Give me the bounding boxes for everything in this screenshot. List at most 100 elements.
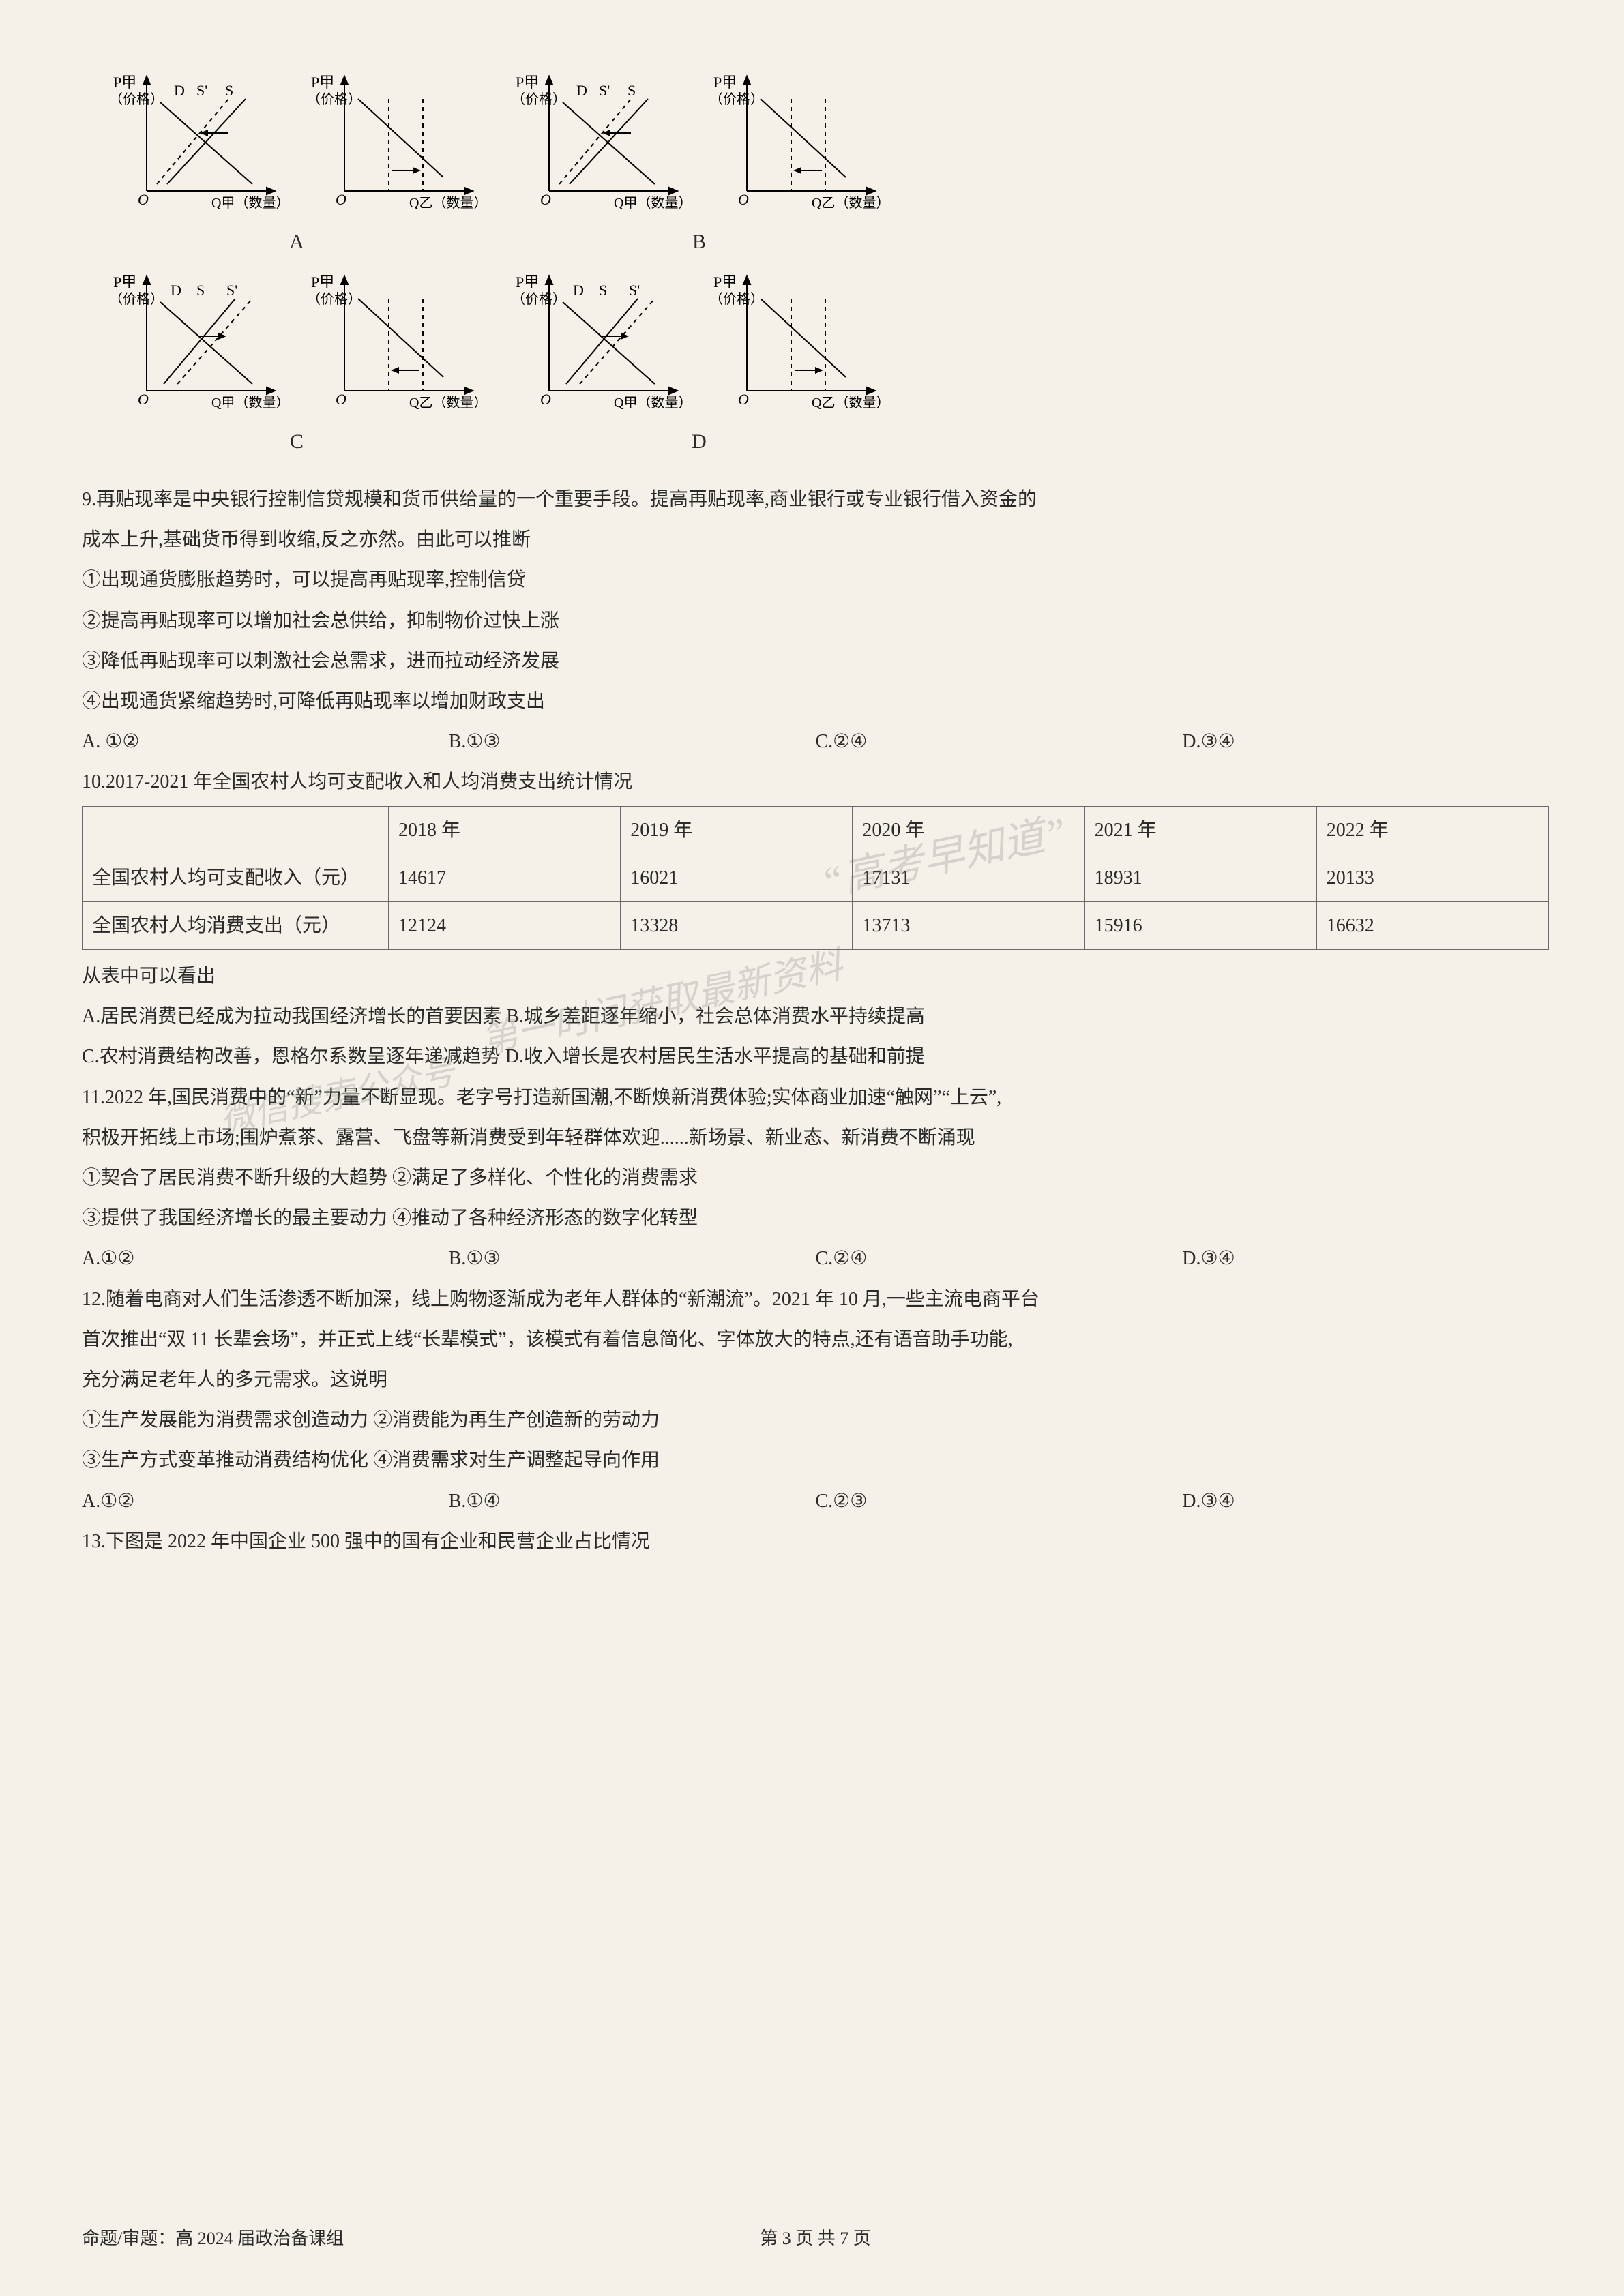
table-row: 全国农村人均可支配收入（元） 14617 16021 17131 18931 2… [83,854,1549,901]
table-cell: 16021 [621,854,853,901]
q11-l4: ③提供了我国经济增长的最主要动力 ④推动了各种经济形态的数字化转型 [82,1200,1549,1236]
svg-text:P甲: P甲 [113,273,136,290]
axis-x-jia: Q甲（数量） [211,195,286,211]
q9-statement-1: ①出现通货膨胀趋势时，可以提高再贴现率,控制信贷 [82,562,1549,598]
q12-options: A.①② B.①④ C.②③ D.③④ [82,1483,1549,1519]
chart-pair-C: P甲 （价格） O Q甲（数量） D S S' [109,268,484,461]
chart-C-right: P甲 （价格） O Q乙（数量） [307,268,484,418]
svg-text:S': S' [226,282,237,299]
q11-option-D[interactable]: D.③④ [1182,1240,1549,1277]
svg-text:（价格）: （价格） [512,91,566,107]
svg-text:O: O [138,391,149,408]
chart-letter-D: D [692,422,707,461]
q10-opt-line-CD: C.农村消费结构改善，恩格尔系数呈逐年递减趋势 D.收入增长是农村居民生活水平提… [82,1039,1549,1075]
chart-B-left: P甲 （价格） O Q甲（数量） D S S' [512,68,689,218]
svg-text:D: D [573,282,584,299]
table-cell: 15916 [1084,901,1316,949]
chart-row-2: P甲 （价格） O Q甲（数量） D S S' [82,268,1549,461]
page-footer: 命题/审题：高 2024 届政治备课组 第 3 页 共 7 页 [82,2222,1549,2255]
svg-text:P甲: P甲 [311,273,334,290]
q12-l3: 充分满足老年人的多元需求。这说明 [82,1362,1549,1398]
q10-lead: 从表中可以看出 [82,958,1549,994]
svg-text:S: S [196,282,205,299]
svg-text:Q乙（数量）: Q乙（数量） [812,195,887,211]
q9-option-A[interactable]: A. ①② [82,724,449,760]
svg-text:（价格）: （价格） [709,91,764,107]
svg-text:O: O [336,391,346,408]
svg-text:S: S [628,82,636,99]
svg-text:（价格）: （价格） [307,291,361,307]
q10-title: 10.2017-2021 年全国农村人均可支配收入和人均消费支出统计情况 [82,764,1549,800]
table-cell: 全国农村人均可支配收入（元） [83,854,389,901]
svg-text:Q乙（数量）: Q乙（数量） [409,395,484,411]
chart-pair-D: P甲 （价格） O Q甲（数量） D S S' [512,268,887,461]
svg-text:O: O [336,191,346,208]
q11-l3: ①契合了居民消费不断升级的大趋势 ②满足了多样化、个性化的消费需求 [82,1160,1549,1196]
table-row: 全国农村人均消费支出（元） 12124 13328 13713 15916 16… [83,901,1549,949]
axis-y-sub: （价格） [109,91,164,107]
table-cell: 13328 [621,901,853,949]
table-cell: 全国农村人均消费支出（元） [83,901,389,949]
table-header-5: 2022 年 [1316,806,1548,854]
q11-option-B[interactable]: B.①③ [449,1240,816,1277]
table-cell: 14617 [389,854,621,901]
table-header-4: 2021 年 [1084,806,1316,854]
svg-text:P甲: P甲 [516,74,539,91]
chart-pair-B: P甲 （价格） O Q甲（数量） D S S' [512,68,887,261]
svg-text:O: O [540,391,551,408]
charts-block: P甲 （价格） O Q甲（数量） D S S' [82,68,1549,461]
table-cell: 18931 [1084,854,1316,901]
chart-A-right: P甲 （价格） O Q乙（数量） ербите [307,68,484,218]
axis-x-yi: Q乙（数量） [409,195,484,211]
q12-option-D[interactable]: D.③④ [1182,1483,1549,1519]
table-cell: 12124 [389,901,621,949]
table-header-1: 2018 年 [389,806,621,854]
q9-option-B[interactable]: B.①③ [449,724,816,760]
q11-option-A[interactable]: A.①② [82,1240,449,1277]
chart-B-right: P甲 （价格） O Q乙（数量） [709,68,887,218]
q12-l1: 12.随着电商对人们生活渗透不断加深，线上购物逐渐成为老年人群体的“新潮流”。2… [82,1281,1549,1317]
q9-statement-3: ③降低再贴现率可以刺激社会总需求，进而拉动经济发展 [82,643,1549,679]
q9-option-C[interactable]: C.②④ [816,724,1183,760]
svg-text:D: D [171,282,181,299]
table-header-row: 2018 年 2019 年 2020 年 2021 年 2022 年 [83,806,1549,854]
axis-y-label: P甲 [113,74,136,91]
svg-text:（价格）: （价格） [307,91,361,107]
footer-center: 第 3 页 共 7 页 [82,2222,1549,2255]
q11-l2: 积极开拓线上市场;围炉煮茶、露营、飞盘等新消费受到年轻群体欢迎......新场景… [82,1120,1549,1156]
table-header-0 [83,806,389,854]
svg-text:P甲: P甲 [713,74,737,91]
chart-letter-C: C [290,422,304,461]
chart-row-1: P甲 （价格） O Q甲（数量） D S S' [82,68,1549,261]
q12-l2: 首次推出“双 11 长辈会场”，并正式上线“长辈模式”，该模式有着信息简化、字体… [82,1322,1549,1358]
q13-l1: 13.下图是 2022 年中国企业 500 强中的国有企业和民营企业占比情况 [82,1523,1549,1560]
q9-statement-4: ④出现通货紧缩趋势时,可降低再贴现率以增加财政支出 [82,683,1549,719]
table-cell: 17131 [853,854,1084,901]
svg-text:O: O [138,191,149,208]
svg-text:S': S' [599,82,610,99]
q9-statement-2: ②提高再贴现率可以增加社会总供给，抑制物价过快上涨 [82,603,1549,639]
table-cell: 20133 [1316,854,1548,901]
svg-text:S: S [599,282,607,299]
table-header-3: 2020 年 [853,806,1084,854]
chart-D-right: P甲 （价格） O Q乙（数量） [709,268,887,418]
svg-text:Q乙（数量）: Q乙（数量） [812,395,887,411]
table-cell: 16632 [1316,901,1548,949]
q9-stem-1: 9.再贴现率是中央银行控制信贷规模和货币供给量的一个重要手段。提高再贴现率,商业… [82,481,1549,518]
table-header-2: 2019 年 [621,806,853,854]
q11-option-C[interactable]: C.②④ [816,1240,1183,1277]
q12-l5: ③生产方式变革推动消费结构优化 ④消费需求对生产调整起导向作用 [82,1442,1549,1478]
chart-D-left: P甲 （价格） O Q甲（数量） D S S' [512,268,689,418]
svg-text:P甲: P甲 [311,74,334,91]
q12-option-B[interactable]: B.①④ [449,1483,816,1519]
q12-option-A[interactable]: A.①② [82,1483,449,1519]
svg-text:（价格）: （价格） [512,291,566,307]
svg-text:O: O [540,191,551,208]
svg-text:P甲: P甲 [516,273,539,290]
q12-option-C[interactable]: C.②③ [816,1483,1183,1519]
table-cell: 13713 [853,901,1084,949]
q9-stem-2: 成本上升,基础货币得到收缩,反之亦然。由此可以推断 [82,522,1549,558]
q9-option-D[interactable]: D.③④ [1182,724,1549,760]
svg-text:O: O [738,191,749,208]
q11-l1: 11.2022 年,国民消费中的“新”力量不断显现。老字号打造新国潮,不断焕新消… [82,1079,1549,1116]
